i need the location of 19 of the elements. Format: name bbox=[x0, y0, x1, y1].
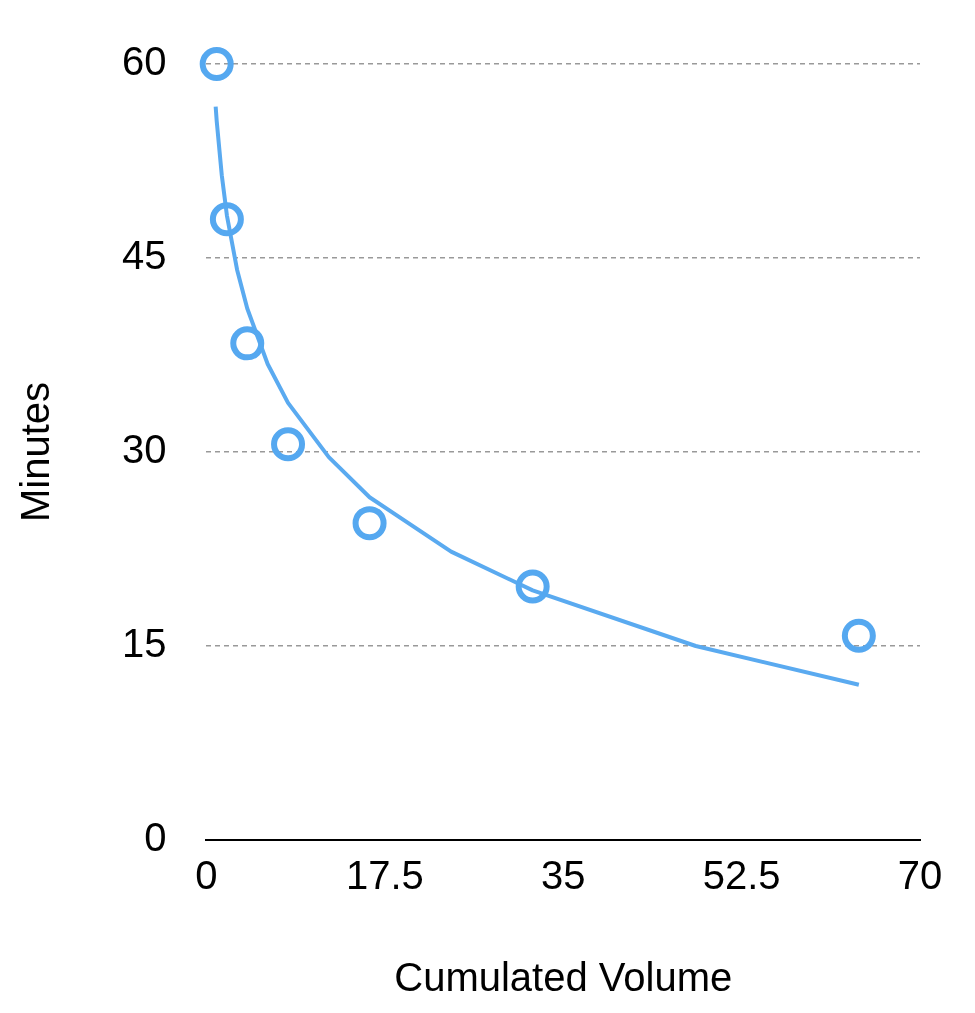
y-axis-title: Minutes bbox=[13, 381, 58, 523]
point bbox=[515, 569, 550, 604]
y-tick-label: 60 bbox=[121, 39, 167, 84]
y-tick-label: 15 bbox=[121, 621, 167, 666]
point bbox=[841, 618, 876, 653]
point bbox=[230, 326, 265, 361]
point bbox=[352, 506, 387, 541]
x-tick-label: 52.5 bbox=[702, 853, 781, 898]
point bbox=[199, 47, 234, 81]
y-tick-label: 45 bbox=[121, 233, 167, 278]
y-tick-label: 0 bbox=[144, 815, 167, 860]
x-tick-label: 70 bbox=[897, 853, 943, 898]
x-axis-title: Cumulated Volume bbox=[394, 955, 733, 1000]
x-tick-label: 0 bbox=[195, 853, 218, 898]
y-tick-label: 30 bbox=[121, 427, 167, 472]
point bbox=[271, 427, 306, 462]
x-tick-label: 35 bbox=[541, 853, 586, 898]
x-tick-label: 17.5 bbox=[345, 853, 424, 898]
point bbox=[209, 202, 244, 237]
